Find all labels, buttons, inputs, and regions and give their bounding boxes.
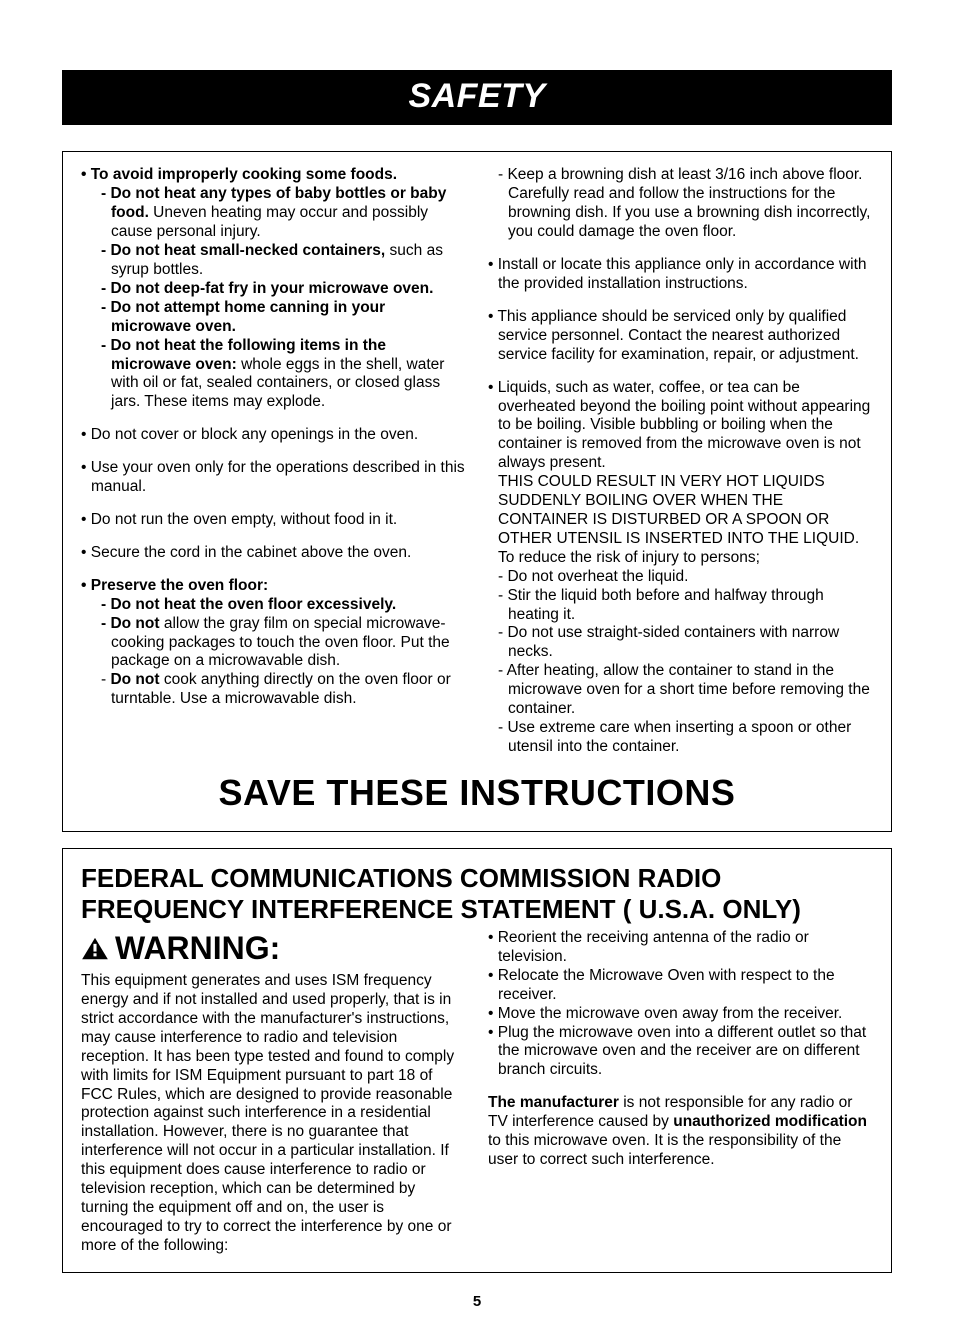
warning-label: WARNING:: [115, 929, 280, 968]
fcc-left-column: WARNING: This equipment generates and us…: [81, 929, 466, 1256]
sub-bullet-tail: Uneven heating may occur and possibly ca…: [111, 204, 428, 240]
save-instructions-heading: SAVE THESE INSTRUCTIONS: [81, 771, 873, 815]
bullet: • Do not run the oven empty, without foo…: [81, 511, 466, 530]
sub-bullet: - After heating, allow the container to …: [488, 662, 873, 719]
bullet: • Secure the cord in the cabinet above t…: [81, 544, 466, 563]
sub-bullet-bold: - Do not heat small-necked containers,: [101, 242, 385, 259]
caps-warning: THIS COULD RESULT IN VERY HOT LIQUIDS SU…: [488, 473, 873, 549]
fcc-title: FEDERAL COMMUNICATIONS COMMISSION RADIO …: [81, 863, 873, 925]
sub-bullet-bold: Do not: [110, 671, 159, 688]
sub-bullet: - Keep a browning dish at least 3/16 inc…: [488, 166, 873, 242]
sub-bullet: - Use extreme care when inserting a spoo…: [488, 719, 873, 757]
sub-bullet-tail: cook anything directly on the oven floor…: [111, 671, 451, 707]
bullet: • Use your oven only for the operations …: [81, 459, 466, 497]
sub-bullet: - Do not heat any types of baby bottles …: [81, 185, 466, 242]
sub-bullet: - Do not use straight-sided containers w…: [488, 624, 873, 662]
bold-run: The manufacturer: [488, 1094, 619, 1111]
sub-bullet-bold: - Do not: [101, 615, 160, 632]
bullet-heading: • Preserve the oven floor:: [81, 577, 466, 596]
page-number: 5: [62, 1293, 892, 1311]
bullet: • Plug the microwave oven into a differe…: [488, 1024, 873, 1081]
text-run: to this microwave oven. It is the respon…: [488, 1132, 841, 1168]
bullet: • Move the microwave oven away from the …: [488, 1005, 873, 1024]
fcc-box: FEDERAL COMMUNICATIONS COMMISSION RADIO …: [62, 848, 892, 1273]
sub-bullet: - Do not cook anything directly on the o…: [81, 671, 466, 709]
sub-bullet: - Do not overheat the liquid.: [488, 568, 873, 587]
bullet: • Reorient the receiving antenna of the …: [488, 929, 873, 967]
sub-bullet-tail: allow the gray film on special microwave…: [111, 615, 450, 670]
sub-bullet: - Stir the liquid both before and halfwa…: [488, 587, 873, 625]
fcc-right-column: • Reorient the receiving antenna of the …: [488, 929, 873, 1256]
safety-right-column: - Keep a browning dish at least 3/16 inc…: [488, 166, 873, 756]
sub-bullet: - Do not heat the oven floor excessively…: [81, 596, 466, 615]
safety-banner: SAFETY: [62, 70, 892, 125]
manufacturer-notice: The manufacturer is not responsible for …: [488, 1094, 873, 1170]
bullet: • Do not cover or block any openings in …: [81, 426, 466, 445]
sub-bullet: - Do not attempt home canning in your mi…: [81, 299, 466, 337]
bullet-heading: • To avoid improperly cooking some foods…: [81, 166, 466, 185]
bullet: • Liquids, such as water, coffee, or tea…: [488, 379, 873, 474]
bold-run: unauthorized modification: [673, 1113, 867, 1130]
fcc-body-paragraph: This equipment generates and uses ISM fr…: [81, 972, 466, 1256]
reduce-risk-line: To reduce the risk of injury to persons;: [488, 549, 873, 568]
sub-bullet: - Do not heat small-necked containers, s…: [81, 242, 466, 280]
warning-triangle-icon: [81, 937, 109, 961]
safety-left-column: • To avoid improperly cooking some foods…: [81, 166, 466, 756]
safety-box: • To avoid improperly cooking some foods…: [62, 151, 892, 831]
sub-bullet: - Do not deep-fat fry in your microwave …: [81, 280, 466, 299]
bullet: • Install or locate this appliance only …: [488, 256, 873, 294]
bullet: • This appliance should be serviced only…: [488, 308, 873, 365]
sub-bullet: - Do not heat the following items in the…: [81, 337, 466, 413]
warning-heading: WARNING:: [81, 929, 466, 968]
bullet: • Relocate the Microwave Oven with respe…: [488, 967, 873, 1005]
sub-bullet: - Do not allow the gray film on special …: [81, 615, 466, 672]
